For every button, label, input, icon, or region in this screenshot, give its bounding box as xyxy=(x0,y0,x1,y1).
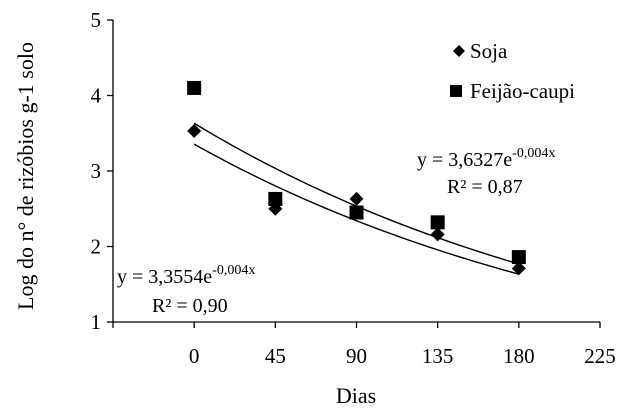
data-point-feijao-caupi xyxy=(430,215,445,230)
y-tick-label: 4 xyxy=(91,84,102,108)
equation-feijao-caupi-base: y = 3,3554e xyxy=(117,266,212,288)
x-tick-label: 180 xyxy=(503,344,535,368)
y-ticks: 1 2 3 4 5 xyxy=(91,8,113,334)
data-point-feijao-caupi xyxy=(268,191,283,206)
y-tick-label: 5 xyxy=(91,8,102,32)
data-point-soja xyxy=(187,123,202,138)
data-point-feijao-caupi xyxy=(187,80,202,95)
y-tick-label: 1 xyxy=(91,310,102,334)
y-tick-label: 3 xyxy=(91,159,102,183)
data-point-feijao-caupi xyxy=(349,205,364,220)
x-tick-label: 45 xyxy=(265,344,286,368)
x-tick-label: 135 xyxy=(422,344,454,368)
data-point-soja xyxy=(430,227,445,242)
data-point-soja xyxy=(349,191,364,206)
trendline-feijao-caupi xyxy=(193,143,520,275)
legend-marker-feijao-caupi xyxy=(450,85,462,97)
y-tick-label: 2 xyxy=(91,235,102,259)
r2-feijao-caupi: R² = 0,90 xyxy=(152,295,228,317)
y-axis-title: Log do n° de rizóbios g-1 solo xyxy=(13,42,38,310)
equation-soja: y = 3,6327e-0,004x R² = 0,87 xyxy=(417,146,555,198)
data-point-feijao-caupi xyxy=(511,250,526,265)
equation-soja-exponent: -0,004x xyxy=(512,146,555,161)
equation-feijao-caupi-text: y = 3,3554e-0,004x xyxy=(117,263,255,288)
equation-feijao-caupi-exponent: -0,004x xyxy=(212,263,255,278)
x-axis-title: Dias xyxy=(336,383,376,408)
data-point-soja xyxy=(511,261,526,276)
x-tick-label: 0 xyxy=(189,344,200,368)
equation-soja-text: y = 3,6327e-0,004x xyxy=(417,146,555,171)
legend-marker-soja xyxy=(453,45,465,57)
data-points xyxy=(187,80,526,276)
legend-label-feijao-caupi: Feijão-caupi xyxy=(470,79,575,103)
equation-soja-base: y = 3,6327e xyxy=(417,149,512,171)
x-tick-label: 90 xyxy=(346,344,367,368)
equation-feijao-caupi: y = 3,3554e-0,004x R² = 0,90 xyxy=(117,263,255,317)
x-ticks: 0 45 90 135 180 225 xyxy=(112,322,616,368)
legend-label-soja: Soja xyxy=(470,39,508,63)
data-point-soja xyxy=(268,201,283,216)
legend: Soja Feijão-caupi xyxy=(450,39,575,103)
r2-soja: R² = 0,87 xyxy=(447,176,523,198)
x-tick-label: 225 xyxy=(584,344,616,368)
